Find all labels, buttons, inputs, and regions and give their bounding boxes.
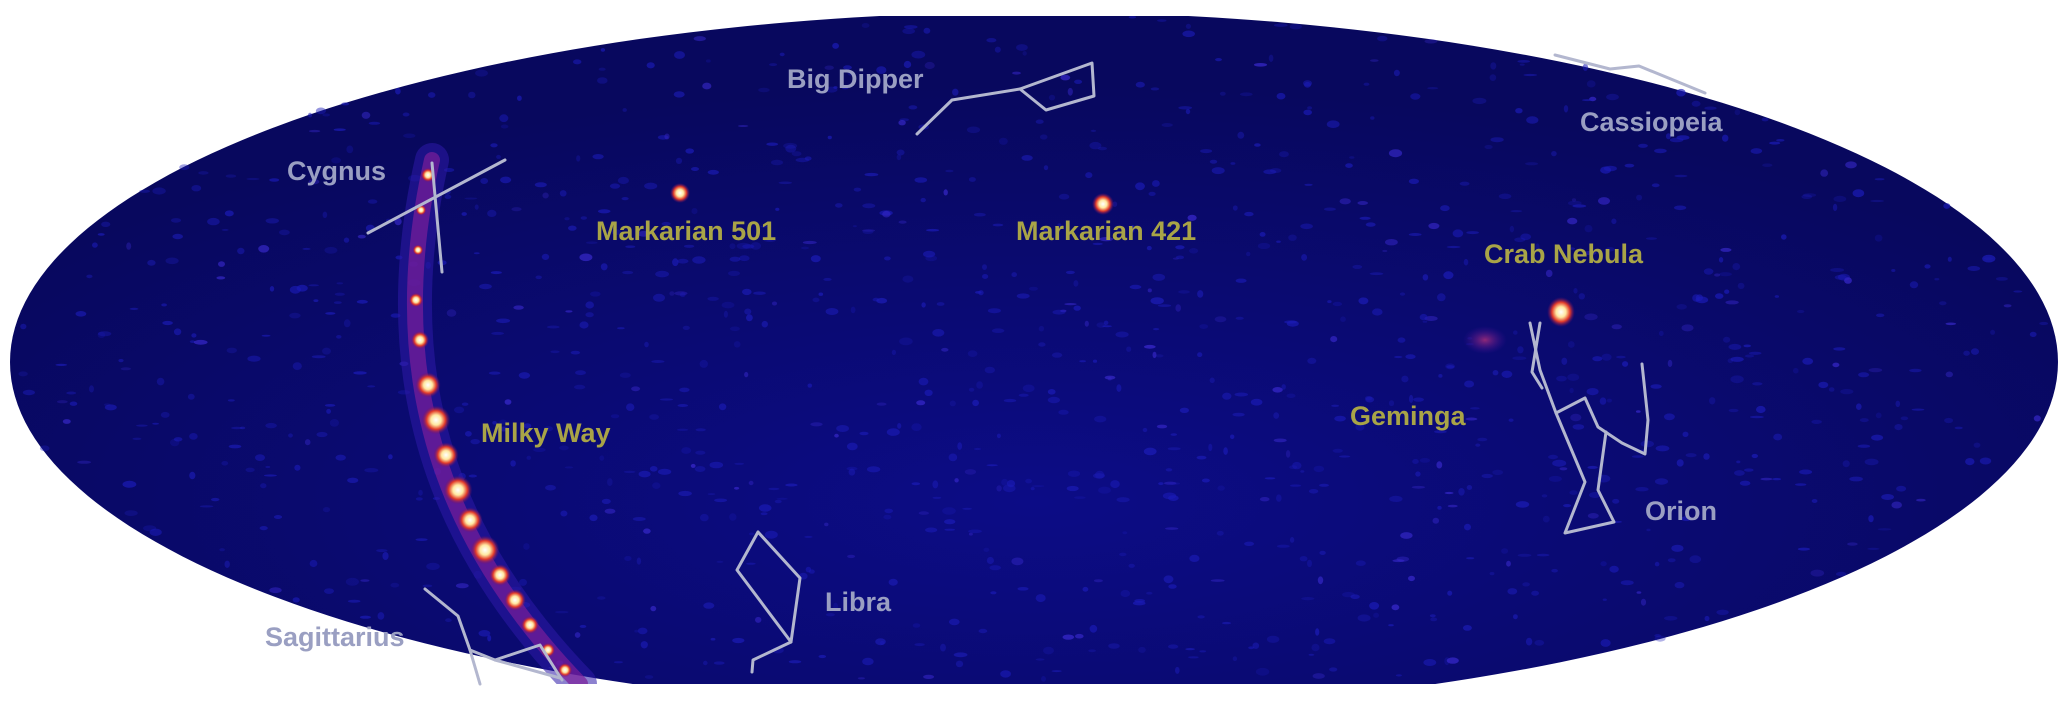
sagittarius-lines (423, 587, 564, 686)
big-dipper-label: Big Dipper (787, 64, 924, 94)
cygnus-lines (366, 158, 507, 274)
big-dipper-lines (915, 61, 1096, 136)
orion-label: Orion (1645, 496, 1717, 526)
orion-lines (1528, 321, 1650, 535)
markarian-501-label: Markarian 501 (596, 216, 776, 246)
markarian-421-source (1092, 193, 1114, 215)
cassiopeia-lines (1553, 53, 1707, 95)
crab-nebula-label: Crab Nebula (1484, 239, 1644, 269)
milky-way-band (397, 143, 597, 684)
crab-nebula-source (1547, 297, 1575, 327)
sagittarius-label: Sagittarius (265, 622, 405, 652)
libra-label: Libra (825, 587, 892, 617)
markarian-421-label: Markarian 421 (1016, 216, 1196, 246)
geminga-label: Geminga (1350, 401, 1467, 431)
libra-lines (735, 530, 802, 674)
markarian-501-source (670, 183, 690, 203)
cassiopeia-label: Cassiopeia (1580, 107, 1724, 137)
sky-ellipse (10, 16, 2058, 684)
cygnus-label: Cygnus (287, 156, 386, 186)
geminga-glow (1463, 326, 1507, 354)
milky-way-label: Milky Way (481, 418, 611, 448)
sky-noise (18, 16, 2049, 682)
